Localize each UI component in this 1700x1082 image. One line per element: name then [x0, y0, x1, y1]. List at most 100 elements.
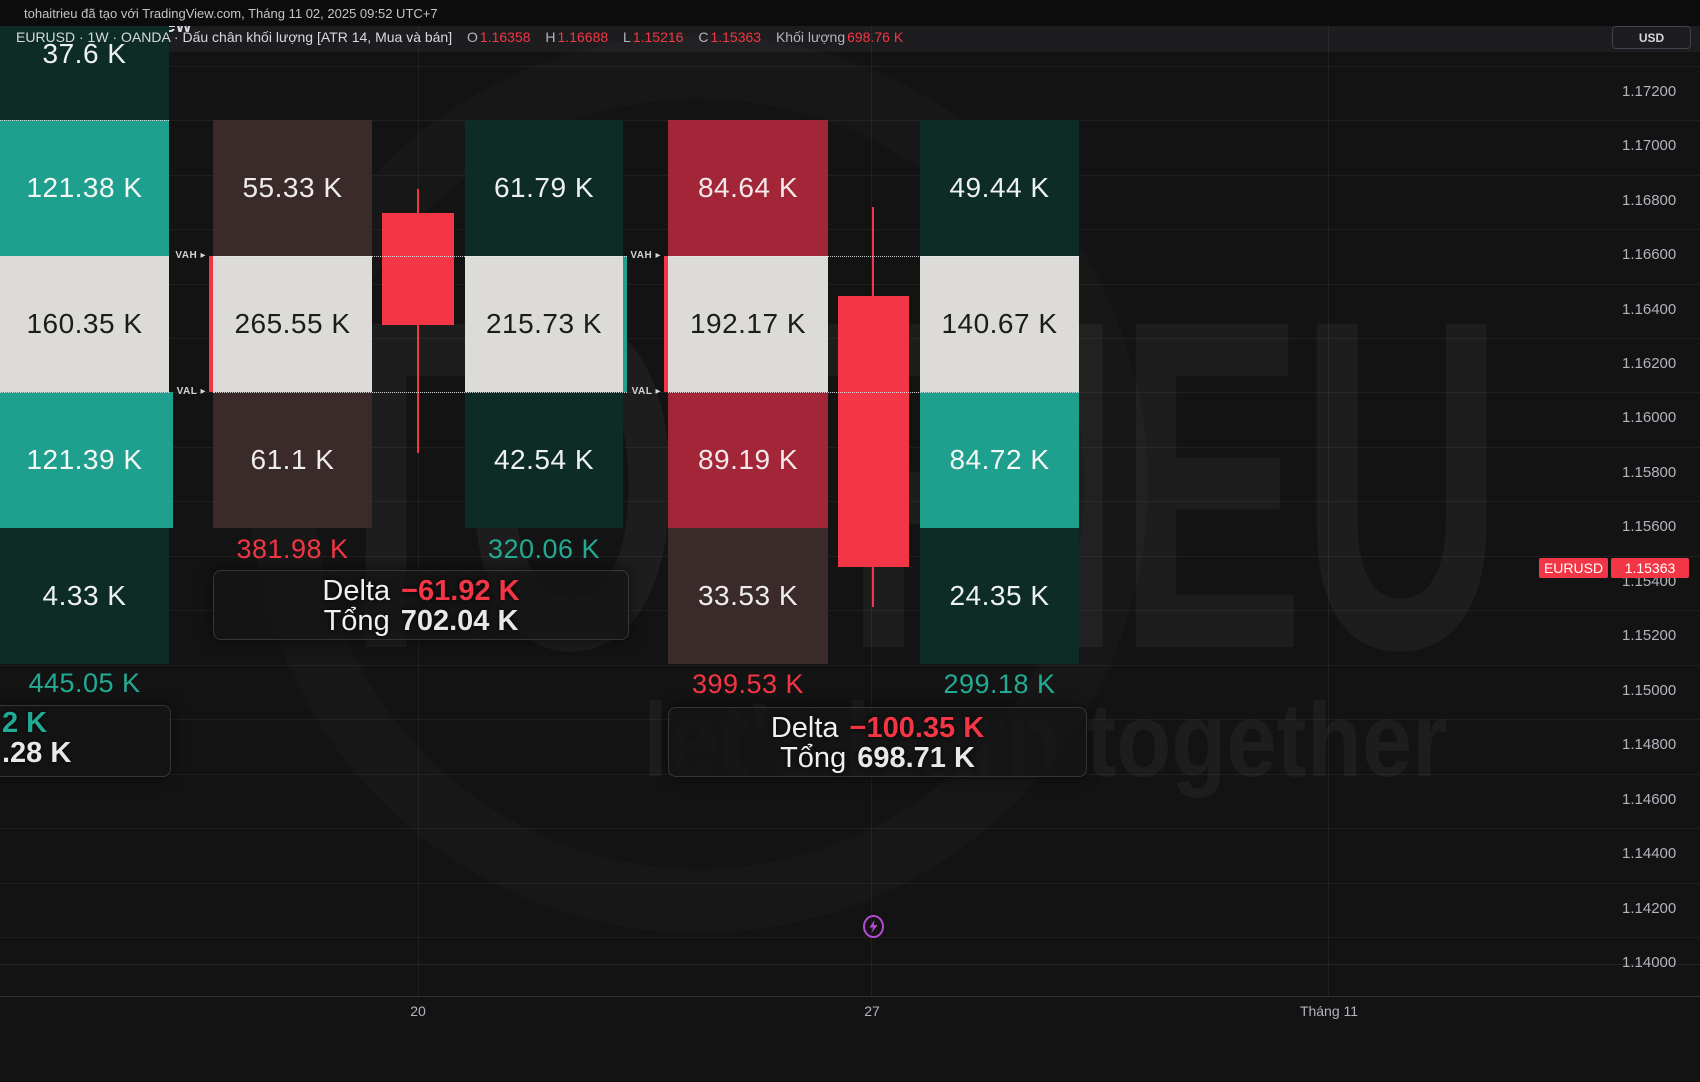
gridline-v — [1328, 26, 1329, 996]
footprint-cell: 140.67 K — [920, 256, 1079, 392]
time-axis-label: 27 — [864, 1003, 880, 1019]
price-tick: 1.15000 — [1622, 682, 1677, 699]
footprint-cell: 37.6 K — [0, 26, 169, 120]
footprint-cell: 84.72 K — [920, 392, 1079, 528]
footprint-cell: 121.38 K — [0, 120, 169, 256]
column-total: 381.98 K — [236, 534, 349, 564]
gridline-h — [0, 665, 1700, 666]
value-area-line — [213, 256, 627, 257]
column-total: 299.18 K — [943, 669, 1056, 699]
imbalance-bar — [169, 392, 173, 528]
gridline-h — [0, 610, 1700, 611]
delta-summary-box: Delta −61.92 K Tổng 702.04 K — [213, 570, 629, 640]
price-tick: 1.15800 — [1622, 464, 1677, 481]
gridline-h — [0, 284, 1700, 285]
delta-partial-line1: 2 K — [2, 707, 48, 739]
total-value: 702.04 K — [400, 605, 519, 637]
column-total: 320.06 K — [487, 534, 601, 564]
attribution-bar: tohaitrieu đã tạo với TradingView.com, T… — [0, 0, 1700, 26]
gridline-h — [0, 828, 1700, 829]
total-label: Tổng — [780, 742, 847, 774]
delta-label: Delta — [322, 575, 391, 607]
close-label: C — [698, 29, 709, 45]
volume-value: 698.76 K — [847, 29, 904, 45]
price-label-symbol: EURUSD — [1539, 558, 1608, 578]
close-value: 1.15363 — [710, 29, 762, 45]
delta-summary-box — [0, 705, 171, 777]
low-label: L — [623, 29, 631, 45]
price-tick: 1.14600 — [1622, 791, 1677, 808]
volume-label: Khối lượng — [775, 29, 846, 45]
imbalance-bar — [664, 256, 668, 392]
price-tick: 1.16000 — [1622, 409, 1677, 426]
imbalance-bar — [623, 256, 627, 392]
footprint-cell: 215.73 K — [465, 256, 623, 392]
arrow-right-icon: ▸ — [200, 386, 206, 397]
footprint-cell: 49.44 K — [920, 120, 1079, 256]
attribution-text: tohaitrieu đã tạo với TradingView.com, T… — [24, 5, 438, 21]
currency-toggle-button[interactable]: USD — [1612, 26, 1691, 49]
time-axis-label: Tháng 11 — [1299, 1003, 1359, 1019]
price-tick: 1.17200 — [1622, 83, 1677, 100]
imbalance-bar — [209, 256, 213, 392]
footprint-cell: 84.64 K — [668, 120, 828, 256]
arrow-right-icon: ▸ — [655, 386, 661, 397]
delta-value: −61.92 K — [401, 575, 520, 607]
footprint-cell: 42.54 K — [465, 392, 623, 528]
price-tick: 1.14800 — [1622, 736, 1677, 753]
column-total: 445.05 K — [28, 668, 141, 698]
high-value: 1.16688 — [557, 29, 609, 45]
footprint-cell: 61.1 K — [213, 392, 372, 528]
low-value: 1.15216 — [632, 29, 684, 45]
column-total: 399.53 K — [691, 669, 805, 699]
gridline-h — [0, 66, 1700, 67]
price-tick: 1.14000 — [1622, 954, 1677, 971]
price-tick: 1.14200 — [1622, 900, 1677, 917]
total-value: 698.71 K — [857, 742, 975, 774]
vah-label: VAH ▸ — [630, 250, 661, 261]
candle-body — [838, 296, 909, 567]
value-area-line — [0, 392, 169, 393]
gridline-h — [0, 175, 1700, 176]
pane-separator[interactable] — [0, 964, 1700, 965]
open-label: O — [467, 29, 478, 45]
open-value: 1.16358 — [479, 29, 531, 45]
footprint-cell: 61.79 K — [465, 120, 623, 256]
time-axis-border — [0, 996, 1700, 997]
price-label-value: 1.15363 — [1611, 558, 1689, 578]
price-tick: 1.16800 — [1622, 192, 1677, 209]
gridline-h — [0, 120, 1700, 121]
delta-summary-box: Delta −100.35 K Tổng 698.71 K — [668, 707, 1087, 777]
footprint-cell: 192.17 K — [668, 256, 828, 392]
footprint-cell: 265.55 K — [213, 256, 372, 392]
gridline-h — [0, 937, 1700, 938]
delta-value: −100.35 K — [849, 712, 985, 744]
boost-lightning-button[interactable] — [861, 914, 886, 939]
footprint-cell: 55.33 K — [213, 120, 372, 256]
value-area-line — [0, 120, 169, 121]
candle-body — [382, 213, 454, 325]
val-label: VAL ▸ — [631, 386, 661, 397]
chart-legend[interactable]: EURUSD · 1W · OANDA · Dấu chân khối lượn… — [16, 29, 905, 45]
price-axis[interactable]: 1.17200 1.17000 1.16800 1.16600 1.16400 … — [1596, 26, 1700, 996]
gridline-h — [0, 229, 1700, 230]
footprint-cell: 160.35 K — [0, 256, 169, 392]
footprint-cell: 89.19 K — [668, 392, 828, 528]
delta-partial-line2: .28 K — [2, 737, 72, 769]
price-tick: 1.16200 — [1622, 355, 1677, 372]
footprint-cell: 24.35 K — [920, 528, 1079, 664]
footprint-cell: 121.39 K — [0, 392, 169, 528]
val-label: VAL ▸ — [176, 386, 206, 397]
symbol-title[interactable]: EURUSD · 1W · OANDA · Dấu chân khối lượn… — [16, 29, 453, 45]
time-axis[interactable]: 20 27 Tháng 11 — [0, 997, 1595, 1029]
price-tick: 1.15200 — [1622, 627, 1677, 644]
arrow-right-icon: ▸ — [655, 250, 661, 261]
high-label: H — [545, 29, 556, 45]
price-tick: 1.16400 — [1622, 301, 1677, 318]
time-axis-label: 20 — [410, 1003, 426, 1019]
gridline-h — [0, 883, 1700, 884]
footprint-cell: 4.33 K — [0, 528, 169, 664]
vah-label: VAH ▸ — [175, 250, 206, 261]
price-tick: 1.15600 — [1622, 518, 1677, 535]
